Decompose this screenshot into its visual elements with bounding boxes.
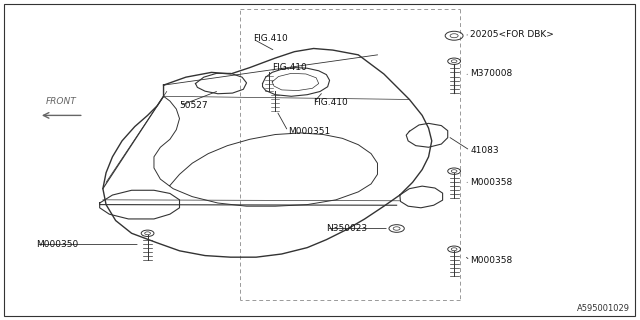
Text: FIG.410: FIG.410 (272, 63, 307, 72)
Text: 50527: 50527 (179, 101, 208, 110)
Text: N350023: N350023 (326, 224, 367, 233)
Text: FRONT: FRONT (46, 97, 77, 106)
Text: FIG.410: FIG.410 (314, 98, 348, 107)
Text: M000358: M000358 (470, 256, 513, 265)
Text: M000351: M000351 (288, 127, 330, 136)
Text: 20205<FOR DBK>: 20205<FOR DBK> (470, 30, 554, 39)
Text: FIG.410: FIG.410 (253, 35, 288, 44)
Text: 41083: 41083 (470, 146, 499, 155)
Text: M000350: M000350 (36, 240, 78, 249)
Text: M000358: M000358 (470, 178, 513, 187)
Text: A595001029: A595001029 (577, 304, 630, 313)
Text: M370008: M370008 (470, 69, 513, 78)
